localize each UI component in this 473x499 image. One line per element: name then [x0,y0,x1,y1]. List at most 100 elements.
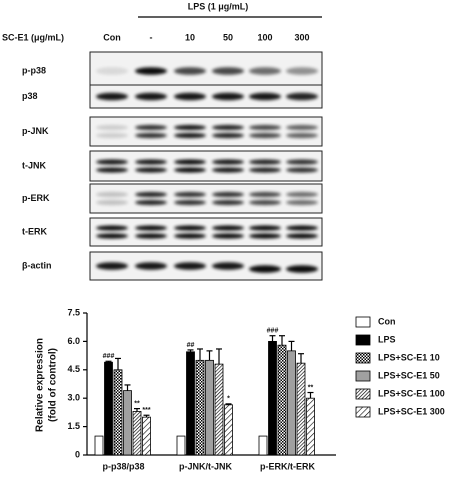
blot-band [286,92,318,101]
legend-swatch [355,370,371,382]
blot-band [212,225,244,231]
lane-label: 10 [185,32,195,42]
legend-label: Con [378,316,396,326]
blot-band [212,67,244,75]
blot-band [249,225,281,231]
significance-label: ** [134,400,140,407]
y-tick-label: 7.5 [67,307,80,317]
lane-label: 50 [223,32,233,42]
blot-band [286,199,318,206]
legend-label: LPS+SC-E1 100 [378,388,445,398]
bar [296,362,306,456]
blot-band [96,132,128,139]
blot-band [212,191,244,198]
significance-label: *** [142,407,150,414]
blot-band [174,191,206,198]
significance-label: ### [103,353,115,360]
blot-band [96,262,128,270]
lane-label: Con [103,32,121,42]
bar [268,340,277,456]
blot-band [286,167,318,173]
blot-band [174,124,206,131]
blot-band [135,159,167,165]
row-label: t-ERK [22,226,47,236]
blot-band [174,233,206,239]
chart: 0 1.5 3.0 4.5 6.0 7.5 Relative expression (fold… [35,307,445,471]
bar [214,363,224,456]
blot-panel [89,116,323,147]
blot-panel [89,150,323,182]
significance-label: ## [187,342,195,349]
blot-band [174,67,206,75]
bar [186,351,195,456]
blot-band [212,199,244,206]
row-label: p38 [22,91,38,101]
blot-band [135,92,167,101]
bar [277,344,287,456]
legend-swatch [355,316,371,328]
bar [306,397,315,456]
blot: Con - 10 50 100 300 p-p38 p38 p-JNK t-JNK p-ERK t-E… [22,32,323,281]
legend-swatch [355,406,371,418]
blot-band [286,191,318,198]
blot-band [96,191,128,198]
bar [132,411,142,456]
blot-band [135,233,167,239]
legend-label: LPS+SC-E1 10 [378,352,440,362]
blot-band [249,124,281,131]
y-tick-label: 6.0 [67,336,80,346]
blot-band [286,265,318,273]
blot-band [249,159,281,165]
treatment-label: LPS (1 μg/mL) [188,1,249,11]
y-axis-label: Relative expression [35,338,46,432]
legend-label: LPS [378,334,396,344]
row-label: p-p38 [22,65,46,75]
blot-band [135,199,167,206]
blot-band [249,167,281,173]
legend-label: LPS+SC-E1 300 [378,406,445,416]
blot-band [135,132,167,139]
blot-band [249,92,281,101]
y-tick-label: 0 [75,449,80,459]
legend-swatch [355,388,371,400]
bar [94,435,104,456]
blot-band [96,199,128,206]
blot-band [212,132,244,139]
blot-band [286,225,318,231]
blot-band [174,132,206,139]
blot-band [135,191,167,198]
bar [258,435,268,456]
x-tick-label: p-ERK/t-ERK [260,461,315,471]
blot-band [212,167,244,173]
row-label: t-JNK [22,160,46,170]
x-tick-label: p-JNK/t-JNK [179,461,232,471]
dose-label: SC-E1 (μg/mL) [2,32,64,42]
blot-band [249,265,281,273]
blot-band [249,191,281,198]
blot-band [135,225,167,231]
blot-band [212,233,244,239]
blot-band [96,233,128,239]
lane-label: 300 [294,32,309,42]
blot-band [286,67,318,75]
blot-band [286,124,318,131]
blot-band [135,67,167,75]
blot-band [212,262,244,270]
blot-band [96,159,128,165]
blot-band [96,225,128,231]
blot-band [174,262,206,270]
blot-band [135,167,167,173]
blot-band [96,92,128,101]
legend-swatch [355,352,371,364]
row-label: p-JNK [22,126,49,136]
row-label: β-actin [22,260,52,270]
significance-label: * [227,396,230,403]
blot-band [96,167,128,173]
significance-label: ### [267,328,279,335]
blot-band [286,233,318,239]
legend-label: LPS+SC-E1 50 [378,370,440,380]
bar [113,369,123,456]
lane-label: - [150,32,153,42]
blot-band [249,199,281,206]
blot-band [212,124,244,131]
